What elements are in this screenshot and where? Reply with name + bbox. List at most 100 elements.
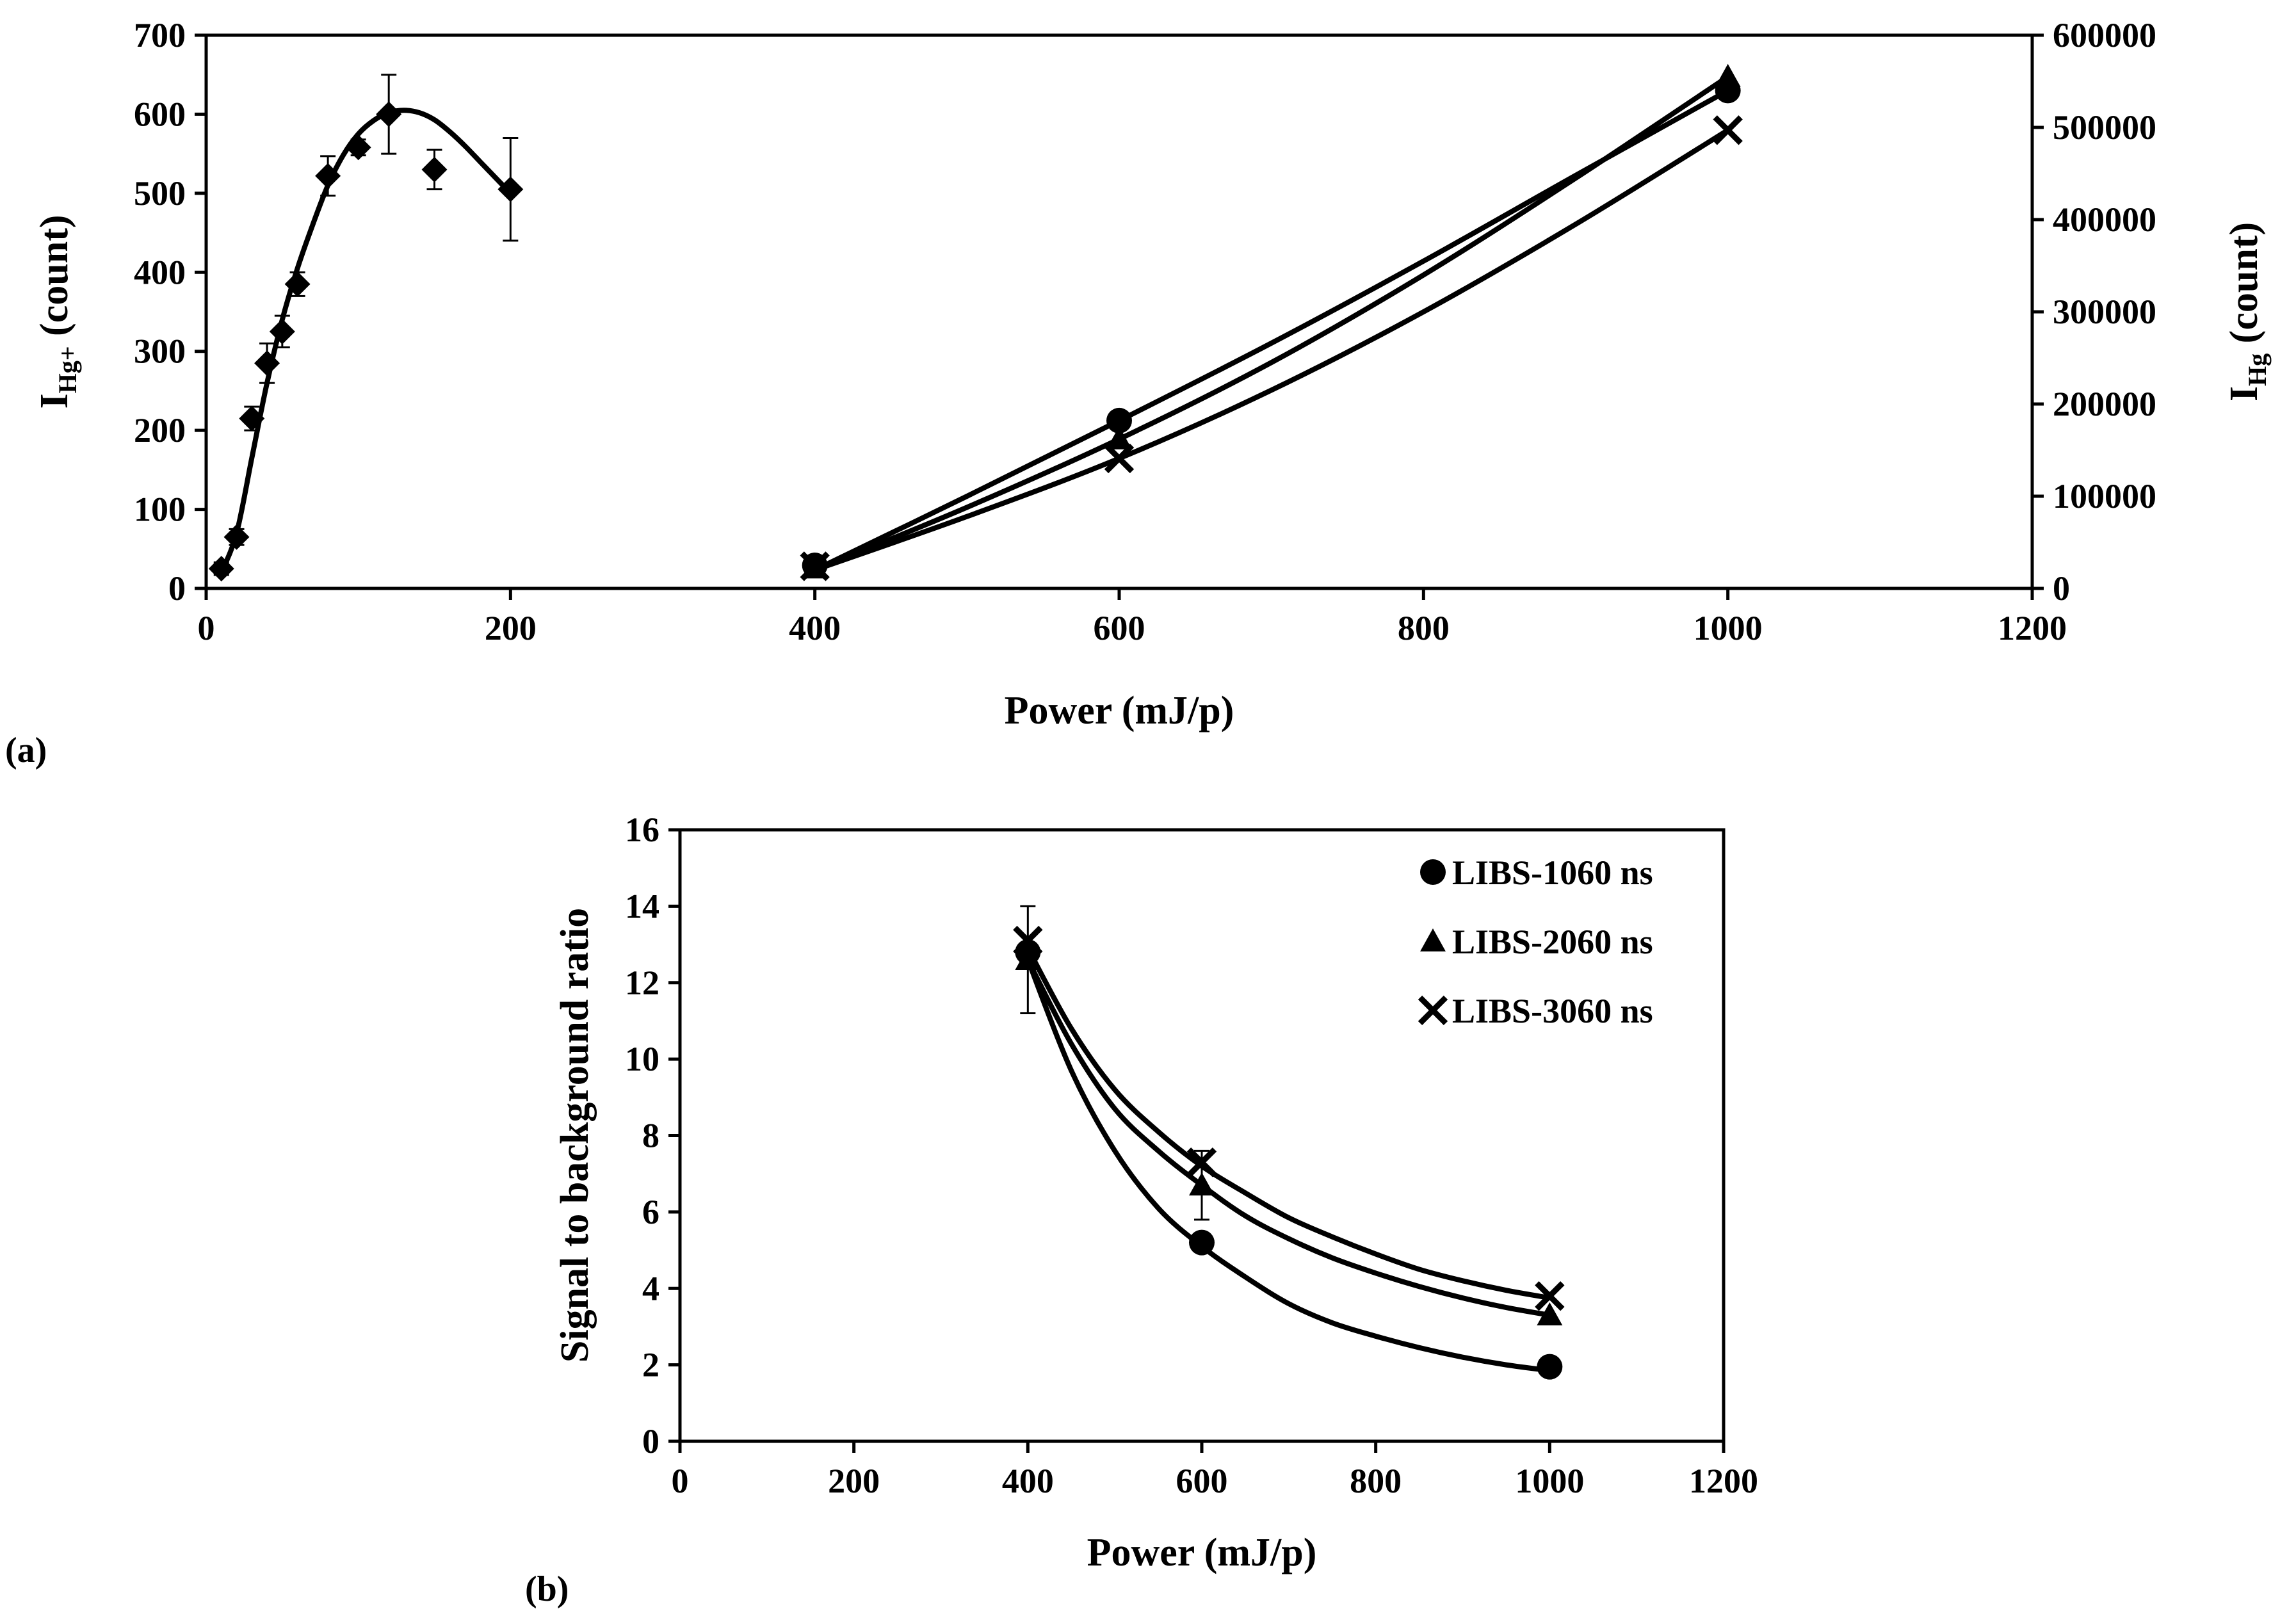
x-tick-label: 800 [1350, 1462, 1402, 1500]
y-tick-label: 500 [134, 174, 186, 213]
y-tick-label: 12 [625, 964, 659, 1002]
data-point-libs-1060-ns [1189, 1229, 1215, 1256]
right-y-tick-label: 600000 [2053, 16, 2156, 54]
panel-a-fit-curves [219, 74, 1729, 574]
data-point-hg-left-axis [223, 524, 250, 550]
fit-line-libs-3060-ns [814, 127, 1729, 572]
data-point-libs-1060-ns [1537, 1354, 1563, 1380]
legend-marker-libs-2060-ns [1420, 928, 1446, 951]
data-point-hg-left-axis [376, 101, 402, 127]
legend-label: LIBS-2060 ns [1452, 923, 1653, 961]
x-tick-label: 1000 [1515, 1462, 1584, 1500]
panel-a-chart: 0 200 400 600 800 1000 1200 0 100 200 300 400 500 60… [5, 16, 2272, 770]
x-tick-label: 1200 [1689, 1462, 1758, 1500]
x-tick-label: 200 [828, 1462, 880, 1500]
data-point-libs-2060-ns [1189, 1172, 1215, 1196]
panel-b-x-ticks: 0 200 400 600 800 1000 1200 [672, 1441, 1758, 1500]
legend-entry: LIBS-1060 ns [1420, 853, 1653, 892]
y-tick-label: 0 [642, 1422, 659, 1460]
panel-a-left-y-ticks: 0 100 200 300 400 500 600 700 [134, 16, 206, 608]
ylabel-right-sub: Hg [2243, 353, 2272, 386]
y-tick-label: 700 [134, 16, 186, 54]
x-tick-label: 200 [485, 609, 537, 647]
data-point-hg-left-axis [421, 156, 448, 182]
right-y-tick-label: 100000 [2053, 477, 2156, 515]
data-point-libs-1060-ns [1106, 407, 1132, 433]
y-tick-label: 600 [134, 95, 186, 133]
y-tick-label: 400 [134, 253, 186, 291]
fit-line-libs-2060-ns [814, 74, 1729, 572]
y-tick-label: 16 [625, 811, 659, 849]
panel-a-x-axis-title: Power (mJ/p) [1005, 689, 1234, 732]
fit-line-libs-2060-ns [1025, 959, 1551, 1318]
data-point-hg-left-axis [315, 163, 341, 189]
legend-entry: LIBS-3060 ns [1418, 992, 1653, 1030]
data-point-libs-2060-ns [1106, 426, 1132, 449]
data-point-libs-3060-ns [1013, 925, 1043, 956]
legend-entry: LIBS-2060 ns [1420, 923, 1653, 961]
x-tick-label: 400 [789, 609, 841, 647]
panel-b-label: (b) [525, 1569, 569, 1609]
y-tick-label: 300 [134, 332, 186, 371]
data-point-libs-3060-ns [1713, 115, 1743, 145]
x-tick-label: 800 [1398, 609, 1450, 647]
data-point-libs-3060-ns [1535, 1281, 1565, 1311]
data-point-hg-left-axis [254, 350, 280, 376]
data-point-libs-3060-ns [800, 551, 830, 581]
panel-b-y-axis-title: Signal to background ratio [553, 908, 597, 1363]
data-point-hg-left-axis [497, 176, 524, 202]
panel-a-markers [208, 63, 1743, 582]
data-point-libs-2060-ns [1537, 1302, 1563, 1326]
ylabel-right-rest: (count) [2222, 222, 2266, 353]
fit-line-libs-3060-ns [1025, 947, 1551, 1301]
data-point-hg-left-axis [208, 556, 234, 582]
panel-a-x-ticks: 0 200 400 600 800 1000 1200 [198, 588, 2067, 647]
y-tick-label: 8 [642, 1117, 659, 1155]
panel-b-y-ticks: 0 2 4 6 8 10 12 14 16 [625, 811, 680, 1460]
data-point-libs-3060-ns [1186, 1147, 1217, 1177]
panel-b-chart: 0 200 400 600 800 1000 1200 0 2 4 6 8 10 12 14 16 LIBS… [525, 811, 1758, 1609]
ylabel-right-main: I [2222, 386, 2266, 401]
panel-b-fit-curves [1025, 947, 1551, 1373]
legend-marker-libs-1060-ns [1420, 859, 1446, 885]
data-point-libs-2060-ns [1715, 63, 1741, 87]
right-y-tick-label: 0 [2053, 569, 2070, 608]
ylabel-left-main: I [33, 393, 76, 409]
panel-a-left-y-axis-title: IHg+ (count) [33, 215, 82, 409]
fit-line-libs-1060-ns [813, 88, 1729, 572]
fit-line-libs-1060-ns [1025, 959, 1550, 1373]
panel-b-plot-frame [678, 828, 1726, 1443]
data-point-hg-left-axis [239, 405, 265, 432]
legend-label: LIBS-3060 ns [1452, 992, 1653, 1030]
y-tick-label: 6 [642, 1193, 659, 1231]
panel-a-right-y-ticks: 0 100000 200000 300000 400000 500000 600000 [2032, 16, 2156, 608]
panel-b-markers [1013, 925, 1565, 1380]
ylabel-left-sub: Hg+ [53, 346, 82, 393]
x-tick-label: 600 [1176, 1462, 1228, 1500]
y-tick-label: 10 [625, 1040, 659, 1078]
y-tick-label: 0 [168, 569, 186, 608]
legend-label: LIBS-1060 ns [1452, 853, 1653, 892]
x-tick-label: 0 [672, 1462, 689, 1500]
x-tick-label: 1000 [1694, 609, 1763, 647]
right-y-tick-label: 400000 [2053, 200, 2156, 239]
y-tick-label: 14 [625, 887, 659, 925]
legend-marker-libs-3060-ns [1418, 995, 1448, 1026]
data-point-libs-3060-ns [1104, 443, 1135, 474]
x-tick-label: 1200 [1998, 609, 2067, 647]
y-tick-label: 200 [134, 411, 186, 449]
x-tick-label: 0 [198, 609, 215, 647]
y-tick-label: 2 [642, 1346, 659, 1384]
data-point-hg-left-axis [284, 271, 311, 297]
panel-b-legend: LIBS-1060 ns LIBS-2060 ns LIBS-3060 ns [1418, 853, 1653, 1030]
y-tick-label: 4 [642, 1269, 659, 1307]
right-y-tick-label: 500000 [2053, 108, 2156, 147]
y-tick-label: 100 [134, 490, 186, 529]
x-tick-label: 600 [1094, 609, 1145, 647]
right-y-tick-label: 200000 [2053, 385, 2156, 423]
right-y-tick-label: 300000 [2053, 293, 2156, 331]
x-tick-label: 400 [1002, 1462, 1054, 1500]
panel-a-plot-frame [204, 33, 2034, 590]
panel-a-right-y-axis-title: IHg (count) [2222, 222, 2272, 401]
